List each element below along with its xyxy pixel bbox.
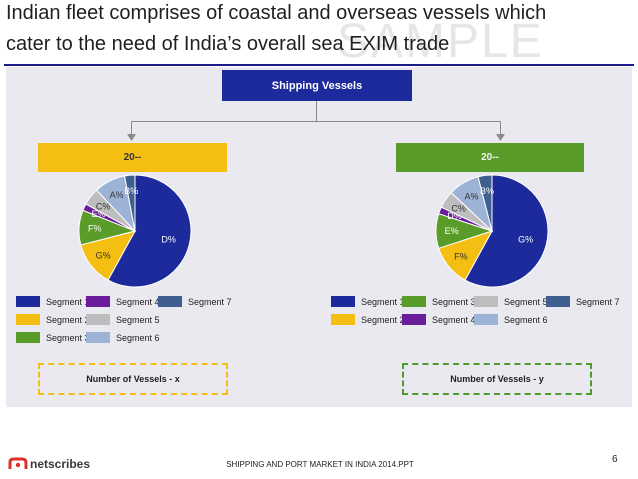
pie-slice-label: F% <box>88 223 102 233</box>
pie-slice-label: E% <box>445 226 459 236</box>
slide-title-line-2: cater to the need of India’s overall sea… <box>6 33 450 55</box>
legend-swatch <box>16 314 40 325</box>
footer-document-name: SHIPPING AND PORT MARKET IN INDIA 2014.P… <box>226 460 414 469</box>
connector-horizontal <box>131 121 501 122</box>
vessel-count-left-label: Number of Vessels - x <box>86 374 180 384</box>
legend-swatch <box>16 332 40 343</box>
legend-swatch <box>86 296 110 307</box>
year-node-right: 20-- <box>396 143 584 172</box>
year-node-left: 20-- <box>38 143 227 172</box>
legend-label: Segment 7 <box>576 296 620 307</box>
legend-label: Segment 2 <box>361 314 405 325</box>
legend-swatch <box>474 314 498 325</box>
legend-swatch <box>158 296 182 307</box>
legend-label: Segment 6 <box>504 314 548 325</box>
legend-label: Segment 6 <box>116 332 160 343</box>
logo-mark-icon <box>8 457 28 469</box>
legend-item: Segment 5 <box>474 296 548 307</box>
slide-title-line-1: Indian fleet comprises of coastal and ov… <box>6 2 547 24</box>
logo-wordmark: netscribes <box>30 457 91 471</box>
pie-slice-label: F% <box>454 252 468 262</box>
vessel-count-right-label: Number of Vessels - y <box>450 374 544 384</box>
page-number: 6 <box>612 454 618 465</box>
legend-label: Segment 3 <box>432 296 476 307</box>
pie-slice-label: E% <box>92 209 106 219</box>
legend-item: Segment 6 <box>474 314 548 325</box>
vessel-count-right: Number of Vessels - y <box>402 363 592 395</box>
pie-slice-label: A% <box>464 191 478 201</box>
legend-swatch <box>16 296 40 307</box>
pie-slice <box>123 174 136 232</box>
legend-item: Segment 1 <box>16 296 90 307</box>
pie-slice-label: G% <box>96 251 111 261</box>
legend-swatch <box>86 332 110 343</box>
legend-item: Segment 4 <box>86 296 160 307</box>
pie-slice <box>477 174 493 232</box>
legend-label: Segment 3 <box>46 332 90 343</box>
legend-label: Segment 1 <box>361 296 405 307</box>
legend-label: Segment 4 <box>116 296 160 307</box>
legend-label: Segment 1 <box>46 296 90 307</box>
pie-chart-right: G% F% E% D%C% A%B% <box>435 174 549 288</box>
pie-slice-label: B% <box>124 186 138 196</box>
pie-slice <box>107 174 192 288</box>
connector-left-drop <box>131 121 132 135</box>
pie-slice-label: A% <box>110 190 124 200</box>
pie-slice <box>464 174 549 288</box>
legend-swatch <box>331 296 355 307</box>
legend-label: Segment 4 <box>432 314 476 325</box>
legend-item: Segment 1 <box>331 296 405 307</box>
legend-item: Segment 3 <box>402 296 476 307</box>
legend-label: Segment 2 <box>46 314 90 325</box>
legend-item: Segment 6 <box>86 332 160 343</box>
legend-label: Segment 7 <box>188 296 232 307</box>
legend-item: Segment 7 <box>546 296 620 307</box>
legend-swatch <box>331 314 355 325</box>
pie-slice-label: B% <box>480 186 494 196</box>
legend-item: Segment 5 <box>86 314 160 325</box>
legend-swatch <box>474 296 498 307</box>
legend-swatch <box>402 296 426 307</box>
legend-item: Segment 2 <box>331 314 405 325</box>
root-node: Shipping Vessels <box>222 70 412 101</box>
legend-swatch <box>86 314 110 325</box>
legend-swatch <box>402 314 426 325</box>
legend-label: Segment 5 <box>116 314 160 325</box>
vessel-count-left: Number of Vessels - x <box>38 363 228 395</box>
connector-root-stem <box>316 101 317 121</box>
sample-watermark: SAMPLE <box>337 15 544 68</box>
title-divider <box>4 64 634 66</box>
pie-slice-label: C% <box>451 203 466 213</box>
connector-right-drop <box>500 121 501 135</box>
legend-label: Segment 5 <box>504 296 548 307</box>
pie-slice-label: C% <box>96 201 111 211</box>
legend-item: Segment 4 <box>402 314 476 325</box>
legend-swatch <box>546 296 570 307</box>
pie-slice-label: D% <box>161 235 176 245</box>
legend-item: Segment 3 <box>16 332 90 343</box>
legend-item: Segment 7 <box>158 296 232 307</box>
netscribes-logo: netscribes <box>8 457 90 471</box>
pie-chart-left: D% G% F% E%C%A% B% <box>78 174 192 288</box>
pie-slice-label: G% <box>518 235 533 245</box>
pie-slice-label: D% <box>447 211 462 221</box>
legend-item: Segment 2 <box>16 314 90 325</box>
